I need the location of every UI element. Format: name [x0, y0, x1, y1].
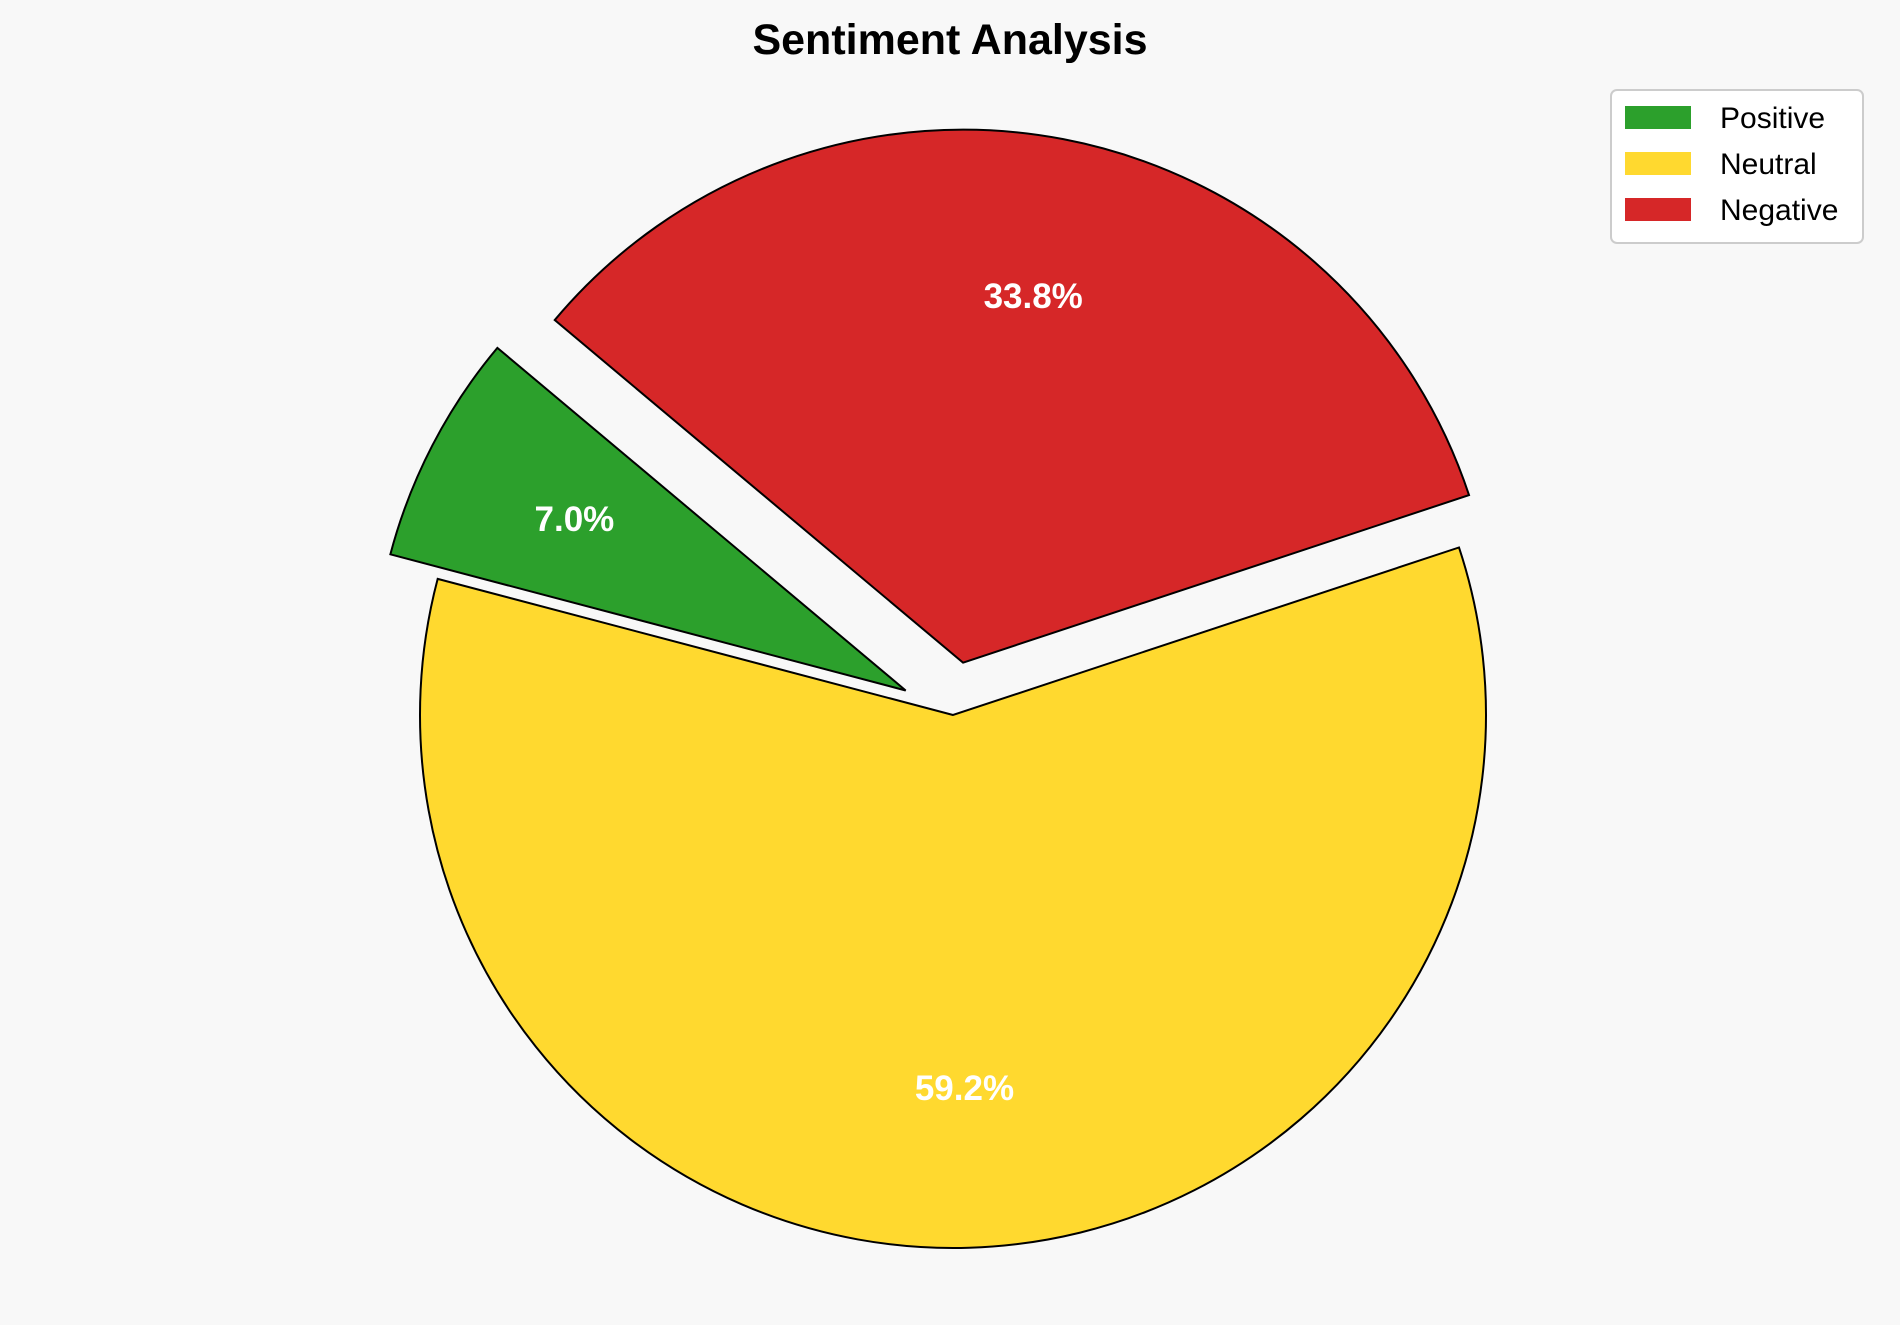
legend-swatch	[1625, 198, 1691, 221]
legend-label: Neutral	[1720, 148, 1817, 181]
slice-label: 59.2%	[915, 1069, 1014, 1108]
legend-swatch	[1625, 152, 1691, 175]
legend: Positive Neutral Negative	[1610, 89, 1864, 244]
slice-label: 33.8%	[984, 277, 1083, 316]
legend-label: Positive	[1720, 102, 1825, 135]
slice-label: 7.0%	[535, 500, 615, 539]
legend-label: Negative	[1720, 194, 1838, 227]
legend-swatch	[1625, 106, 1691, 129]
chart-title: Sentiment Analysis	[752, 16, 1147, 64]
pie-slice-neutral	[419, 546, 1488, 1249]
pie-slice-positive	[389, 346, 907, 692]
pie-slice-negative	[553, 128, 1471, 664]
